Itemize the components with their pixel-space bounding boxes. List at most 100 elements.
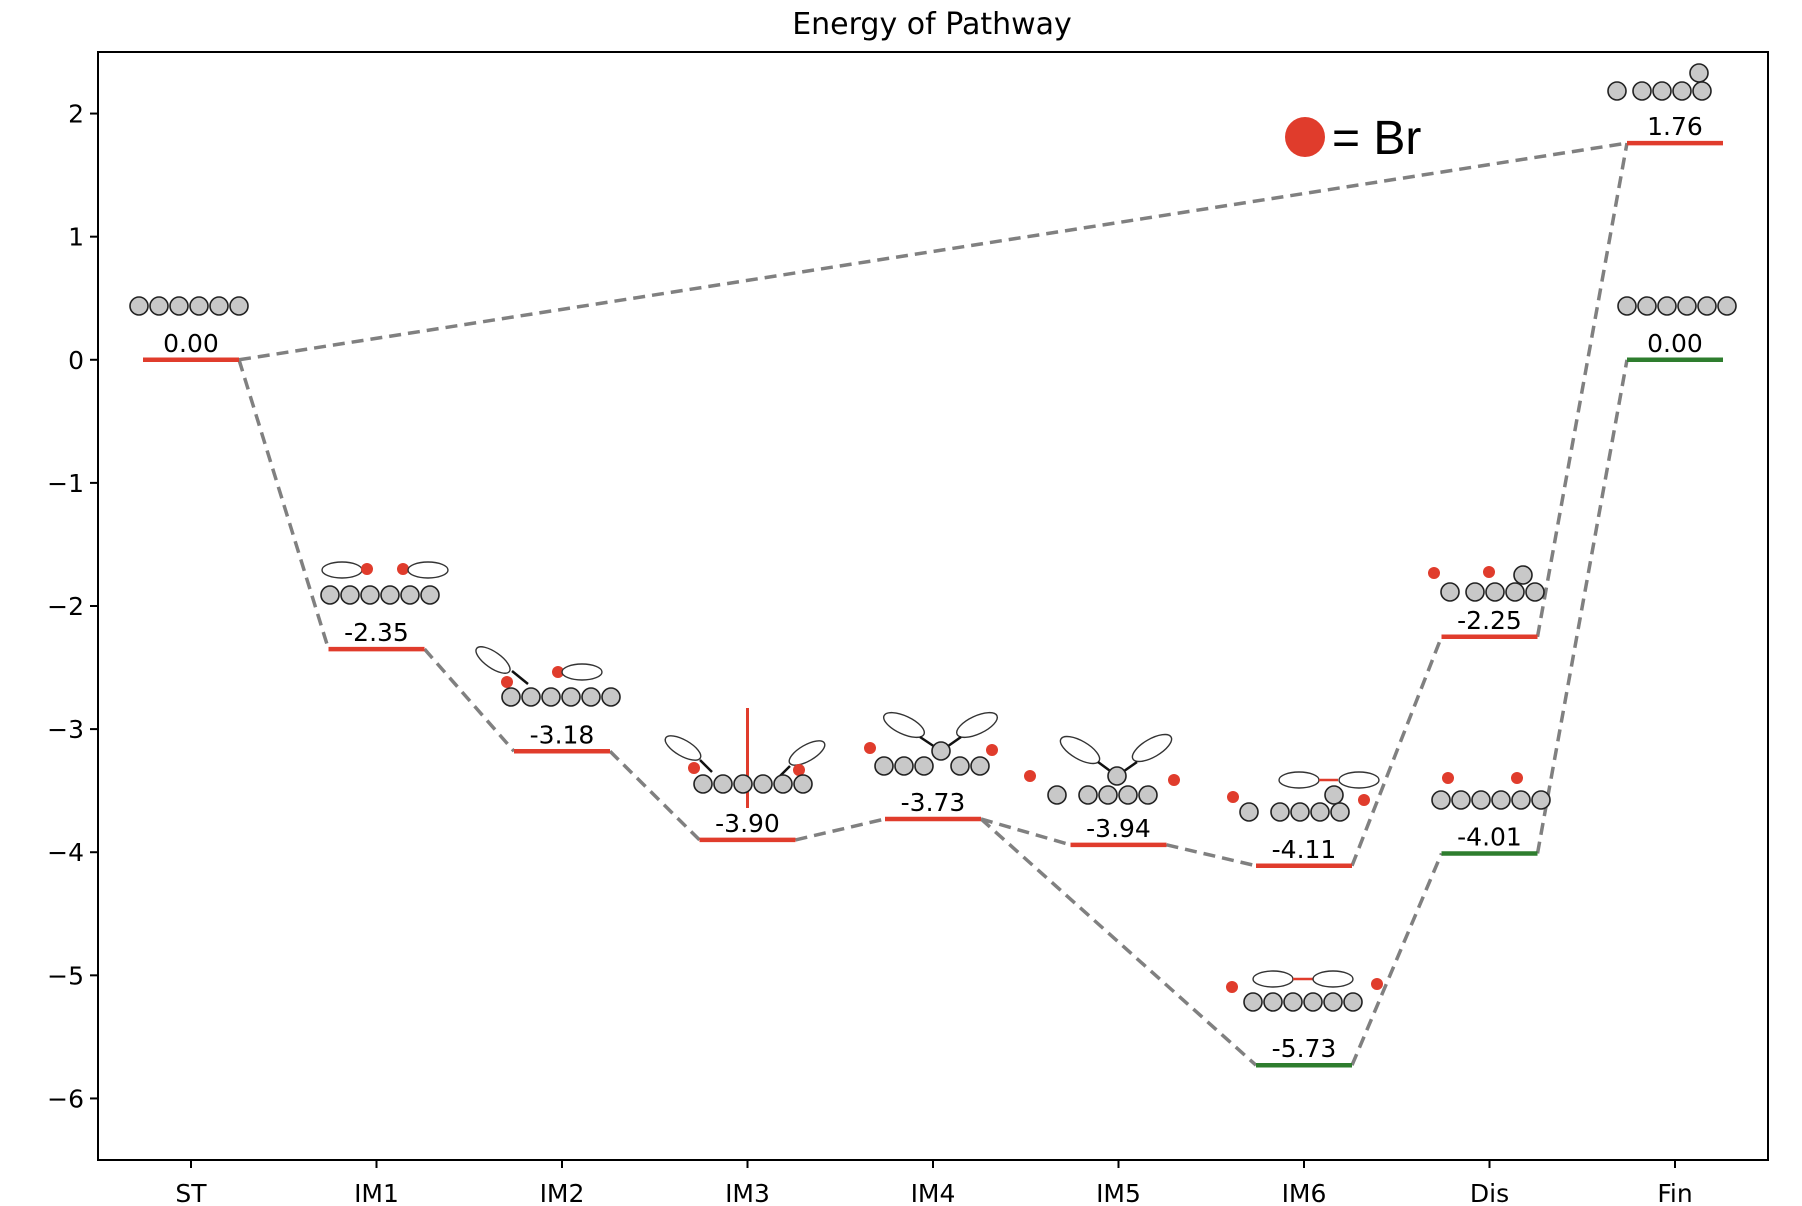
atom-icon — [581, 687, 601, 707]
br-atom-icon — [1227, 791, 1239, 803]
atom-icon — [1310, 802, 1330, 822]
atom-icon — [1118, 785, 1138, 805]
connector-line-10 — [1350, 852, 1444, 1066]
orbital-lobe-icon — [1338, 771, 1380, 789]
value-label-0: 0.00 — [163, 329, 219, 358]
value-label-3: -3.90 — [715, 809, 780, 838]
atom-icon — [1431, 790, 1451, 810]
value-label-6: -4.11 — [1272, 835, 1337, 864]
connector-line-1 — [423, 647, 516, 753]
atom-icon — [970, 756, 990, 776]
orbital-lobe-icon — [956, 711, 998, 739]
atom-icon — [793, 774, 813, 794]
atom-icon — [1485, 582, 1505, 602]
br-atom-icon — [552, 666, 564, 678]
br-atom-icon — [1428, 567, 1440, 579]
connector-line-6 — [1350, 636, 1444, 867]
value-label-2: -3.18 — [530, 720, 595, 749]
connector-line-8 — [238, 141, 1628, 362]
orbital-lobe-icon — [1312, 970, 1354, 988]
br-atom-icon — [1511, 772, 1523, 784]
atom-icon — [1047, 785, 1067, 805]
atom-icon — [1525, 582, 1545, 602]
atom-icon — [1243, 992, 1263, 1012]
value-label-4: -3.73 — [901, 788, 966, 817]
atom-icon — [1323, 992, 1343, 1012]
atom-icon — [693, 774, 713, 794]
atom-icon — [129, 296, 149, 316]
atom-icon — [1617, 296, 1637, 316]
orbital-lobe-icon — [321, 561, 363, 579]
br-atom-icon — [1024, 770, 1036, 782]
atom-icon — [1513, 565, 1533, 585]
value-label-5: -3.94 — [1086, 814, 1151, 843]
y-tick-label: −6 — [47, 1084, 84, 1113]
atom-icon — [1531, 790, 1551, 810]
atom-icon — [1657, 296, 1677, 316]
atom-icon — [501, 687, 521, 707]
atom-icon — [950, 756, 970, 776]
atom-icon — [340, 585, 360, 605]
bond-icon — [699, 759, 713, 773]
x-tick-label-im3: IM3 — [725, 1179, 770, 1206]
atom-icon — [400, 585, 420, 605]
x-tick-label-im4: IM4 — [911, 1179, 956, 1206]
orbital-lobe-icon — [475, 646, 511, 674]
axes-layer: 2 1 0 −1 −2 −3 −4 −5 −6 ST IM1 IM2 IM3 IM4 IM5 IM6 Dis Fi… — [47, 51, 1769, 1206]
br-atom-icon — [864, 742, 876, 754]
br-atom-icon — [1442, 772, 1454, 784]
value-label-9: -4.01 — [1457, 822, 1522, 851]
y-tick-label: 2 — [68, 100, 84, 129]
atom-icon — [561, 687, 581, 707]
y-tick-label: −5 — [47, 961, 84, 990]
y-tick-label: −3 — [47, 715, 84, 744]
br-atom-icon — [1226, 981, 1238, 993]
atom-icon — [360, 585, 380, 605]
atom-icon — [1652, 81, 1672, 101]
orbital-lobe-icon — [407, 561, 449, 579]
atom-icon — [1078, 785, 1098, 805]
atom-icon — [1283, 992, 1303, 1012]
atom-icon — [209, 296, 229, 316]
atom-icon — [1672, 81, 1692, 101]
br-atom-icon — [397, 563, 409, 575]
atom-icon — [1343, 992, 1363, 1012]
atom-icon — [914, 756, 934, 776]
y-tick-label: −2 — [47, 592, 84, 621]
connector-line-4 — [980, 817, 1071, 847]
atom-icon — [1098, 785, 1118, 805]
atom-icon — [894, 756, 914, 776]
atom-icon — [229, 296, 249, 316]
atom-icon — [713, 774, 733, 794]
atom-icon — [1632, 81, 1652, 101]
atom-icon — [1505, 582, 1525, 602]
atom-icon — [1471, 790, 1491, 810]
atom-icon — [1330, 802, 1350, 822]
br-atom-icon — [361, 563, 373, 575]
br-atom-icon — [1371, 978, 1383, 990]
orbital-lobe-icon — [1059, 735, 1101, 765]
atom-icon — [320, 585, 340, 605]
atom-icon — [189, 296, 209, 316]
x-tick-label-im5: IM5 — [1096, 1179, 1141, 1206]
atom-icon — [1270, 802, 1290, 822]
value-label-11: 0.00 — [1647, 329, 1703, 358]
y-tick-label: −1 — [47, 469, 84, 498]
orbital-lobe-icon — [1278, 771, 1320, 789]
atom-icon — [149, 296, 169, 316]
atom-icon — [1491, 790, 1511, 810]
atom-icon — [773, 774, 793, 794]
value-label-10: 1.76 — [1647, 112, 1703, 141]
value-label-8: -2.25 — [1457, 606, 1522, 635]
connector-line-2 — [608, 750, 701, 842]
value-label-1: -2.35 — [344, 618, 409, 647]
atom-icon — [521, 687, 541, 707]
bond-icon — [511, 670, 529, 685]
structure-icons-layer — [129, 63, 1737, 1012]
orbital-lobe-icon — [664, 735, 702, 761]
orbital-lobe-icon — [883, 711, 925, 739]
orbital-lobe-icon — [561, 663, 603, 681]
atom-icon — [380, 585, 400, 605]
br-atom-icon — [1358, 794, 1370, 806]
atom-icon — [1290, 802, 1310, 822]
